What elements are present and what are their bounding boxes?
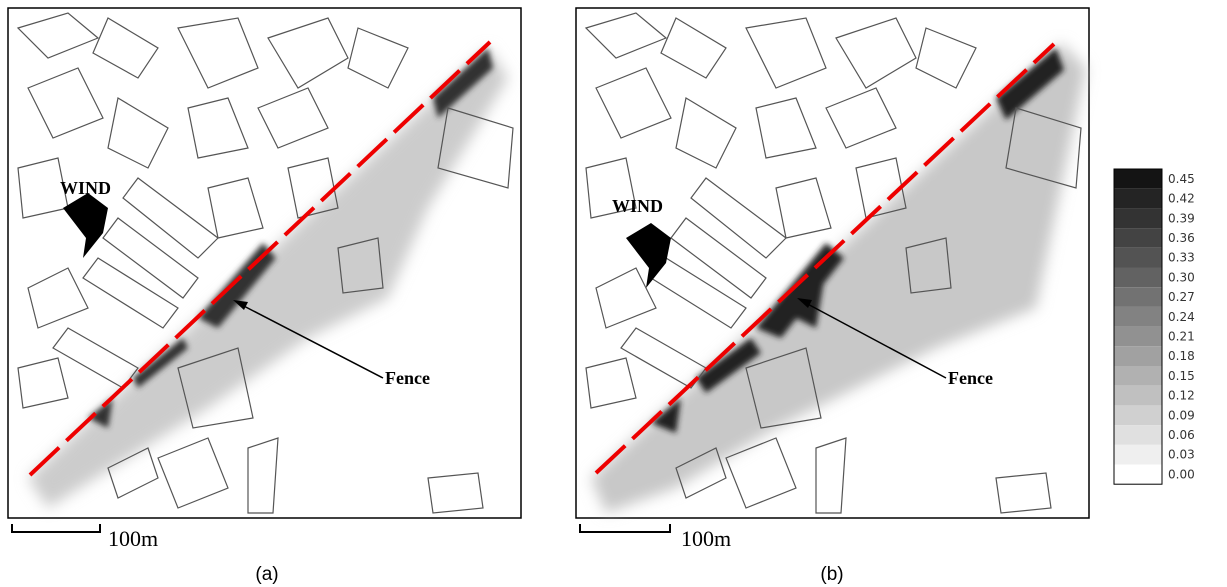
legend-label: 0.39	[1168, 211, 1195, 225]
panel-b: WIND Fence 100m (b)	[576, 8, 1089, 585]
wind-label: WIND	[612, 196, 663, 216]
legend-swatch	[1114, 189, 1162, 209]
legend-label: 0.18	[1168, 349, 1195, 363]
legend-swatch	[1114, 465, 1162, 485]
fence-label: Fence	[948, 368, 993, 388]
legend-label: 0.42	[1168, 192, 1195, 206]
legend-swatch	[1114, 307, 1162, 327]
legend-label: 0.09	[1168, 408, 1195, 422]
legend-label: 0.06	[1168, 428, 1195, 442]
legend-swatch	[1114, 287, 1162, 307]
scale-label: 100m	[681, 526, 731, 551]
legend-label: 0.30	[1168, 270, 1195, 284]
wind-label: WIND	[60, 178, 111, 198]
legend-label: 0.36	[1168, 231, 1195, 245]
panel-a: WIND Fence 100m (a)	[8, 8, 521, 585]
legend-label: 0.12	[1168, 389, 1195, 403]
legend-label: 0.03	[1168, 448, 1195, 462]
legend-swatch	[1114, 268, 1162, 288]
legend-swatch	[1114, 208, 1162, 228]
legend-swatch	[1114, 386, 1162, 406]
legend-label: 0.00	[1168, 467, 1195, 481]
legend-swatch	[1114, 346, 1162, 366]
panel-label: (a)	[255, 564, 278, 585]
panel-label: (b)	[820, 564, 843, 585]
legend-label: 0.27	[1168, 290, 1195, 304]
legend-swatch	[1114, 169, 1162, 189]
scale-label: 100m	[108, 526, 158, 551]
legend-label: 0.15	[1168, 369, 1195, 383]
legend-label: 0.33	[1168, 251, 1195, 265]
figure: WIND Fence 100m (a) WIND Fence	[0, 0, 1227, 587]
legend: 0.45 0.42 0.39 0.36 0.33 0.30 0.27 0.24 0.21 0.18…	[1114, 169, 1195, 484]
legend-swatch	[1114, 425, 1162, 445]
legend-label: 0.45	[1168, 172, 1195, 186]
legend-label: 0.21	[1168, 329, 1195, 343]
legend-swatch	[1114, 248, 1162, 268]
legend-swatch	[1114, 445, 1162, 465]
legend-label: 0.24	[1168, 310, 1195, 324]
fence-label: Fence	[385, 368, 430, 388]
legend-swatch	[1114, 228, 1162, 248]
legend-swatch	[1114, 327, 1162, 347]
legend-swatch	[1114, 366, 1162, 386]
legend-swatch	[1114, 405, 1162, 425]
